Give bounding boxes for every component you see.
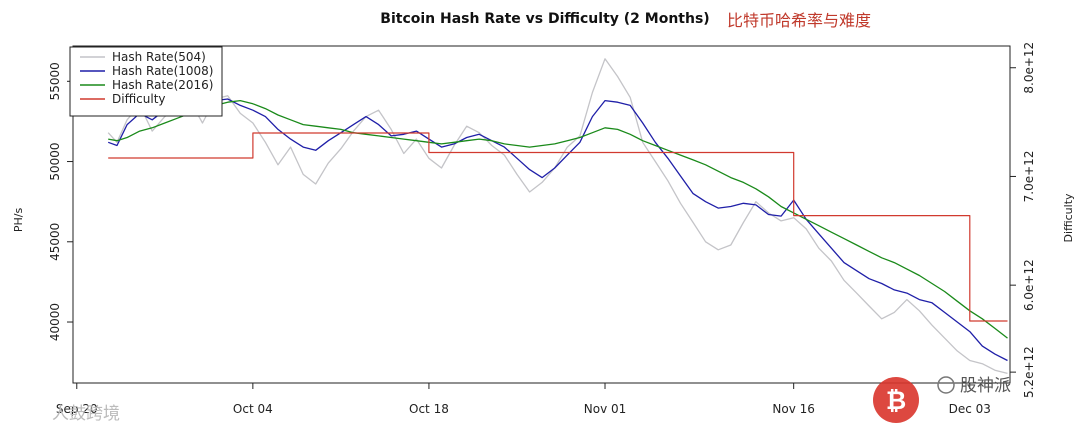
chart-subtitle: 比特币哈希率与难度 <box>727 11 871 30</box>
y2-tick-label-1: 6.0e+12 <box>1022 259 1036 311</box>
bitcoin-logo-icon <box>873 377 919 423</box>
x-tick-label-4: Nov 16 <box>772 402 815 416</box>
y2-axis-label: Difficulty <box>1062 193 1075 243</box>
series-line-3 <box>108 132 1008 322</box>
legend-label-1: Hash Rate(1008) <box>112 64 213 78</box>
right-axis: 5.2e+12 6.0e+12 7.0e+12 8.0e+12 <box>1010 42 1036 398</box>
bitcoin-logo-glyph: ₿ <box>886 386 906 415</box>
x-tick-label-3: Nov 01 <box>584 402 627 416</box>
x-tick-label-1: Oct 04 <box>233 402 273 416</box>
watermark-left: 人鼓跨境 <box>52 404 120 424</box>
x-tick-label-0: Sep 20 <box>56 402 98 416</box>
left-axis: 40000 45000 50000 55000 <box>48 62 73 341</box>
y2-tick-label-0: 5.2e+12 <box>1022 346 1036 398</box>
y-tick-label-3: 55000 <box>48 62 62 100</box>
series-layer <box>107 58 1008 375</box>
legend-box <box>69 46 223 117</box>
y2-tick-label-2: 7.0e+12 <box>1022 151 1036 203</box>
y2-tick-label-3: 8.0e+12 <box>1022 42 1036 94</box>
watermark-layer: 人鼓跨境 ₿ 股神派 <box>52 376 1011 424</box>
legend: Hash Rate(504)Hash Rate(1008)Hash Rate(2… <box>69 46 223 117</box>
y-tick-label-0: 40000 <box>48 303 62 341</box>
y-tick-label-1: 45000 <box>48 223 62 261</box>
wechat-icon <box>937 376 955 394</box>
y-tick-label-2: 50000 <box>48 142 62 180</box>
legend-label-3: Difficulty <box>112 92 166 106</box>
watermark-right: 股神派 <box>960 376 1011 396</box>
legend-label-0: Hash Rate(504) <box>112 50 206 64</box>
x-tick-label-5: Dec 03 <box>949 402 991 416</box>
series-line-1 <box>107 98 1008 362</box>
series-line-2 <box>108 99 1008 339</box>
x-tick-label-2: Oct 18 <box>409 402 449 416</box>
legend-label-2: Hash Rate(2016) <box>112 78 213 92</box>
chart-title: Bitcoin Hash Rate vs Difficulty (2 Month… <box>380 11 709 27</box>
plot-frame <box>72 45 1011 384</box>
y-axis-label: PH/s <box>12 208 25 233</box>
bottom-axis: Sep 20 Oct 04 Oct 18 Nov 01 Nov 16 Dec 03 <box>56 383 991 416</box>
